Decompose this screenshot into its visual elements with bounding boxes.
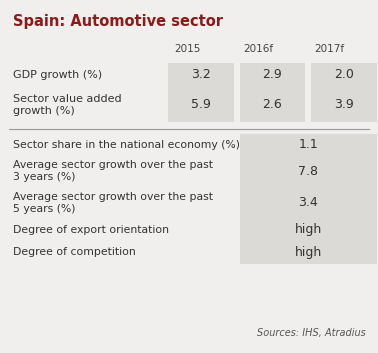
FancyBboxPatch shape — [240, 241, 376, 264]
Text: 3.9: 3.9 — [334, 98, 354, 111]
Text: 2016f: 2016f — [243, 44, 273, 54]
Text: 5.9: 5.9 — [191, 98, 211, 111]
FancyBboxPatch shape — [240, 155, 376, 187]
Text: 3.4: 3.4 — [298, 196, 318, 209]
Text: GDP growth (%): GDP growth (%) — [12, 70, 102, 80]
Text: 2017f: 2017f — [314, 44, 345, 54]
FancyBboxPatch shape — [240, 187, 376, 219]
FancyBboxPatch shape — [168, 87, 234, 122]
Text: Average sector growth over the past
3 years (%): Average sector growth over the past 3 ye… — [12, 161, 213, 182]
Text: 1.1: 1.1 — [298, 138, 318, 151]
Text: Spain: Automotive sector: Spain: Automotive sector — [12, 14, 223, 29]
Text: Sector value added
growth (%): Sector value added growth (%) — [12, 94, 121, 115]
Text: 7.8: 7.8 — [298, 165, 318, 178]
Text: high: high — [294, 246, 322, 259]
FancyBboxPatch shape — [240, 134, 376, 155]
Text: 2.6: 2.6 — [263, 98, 282, 111]
FancyBboxPatch shape — [240, 219, 376, 241]
FancyBboxPatch shape — [168, 63, 234, 87]
Text: high: high — [294, 223, 322, 236]
Text: Average sector growth over the past
5 years (%): Average sector growth over the past 5 ye… — [12, 192, 213, 214]
Text: Degree of export orientation: Degree of export orientation — [12, 225, 169, 235]
FancyBboxPatch shape — [311, 63, 376, 87]
FancyBboxPatch shape — [240, 63, 305, 87]
FancyBboxPatch shape — [311, 87, 376, 122]
FancyBboxPatch shape — [240, 87, 305, 122]
Text: 2015: 2015 — [174, 44, 200, 54]
Text: Sector share in the national economy (%): Sector share in the national economy (%) — [12, 140, 240, 150]
Text: Degree of competition: Degree of competition — [12, 247, 135, 257]
Text: Sources: IHS, Atradius: Sources: IHS, Atradius — [257, 328, 366, 337]
Text: 3.2: 3.2 — [191, 68, 211, 82]
Text: 2.0: 2.0 — [334, 68, 354, 82]
Text: 2.9: 2.9 — [263, 68, 282, 82]
